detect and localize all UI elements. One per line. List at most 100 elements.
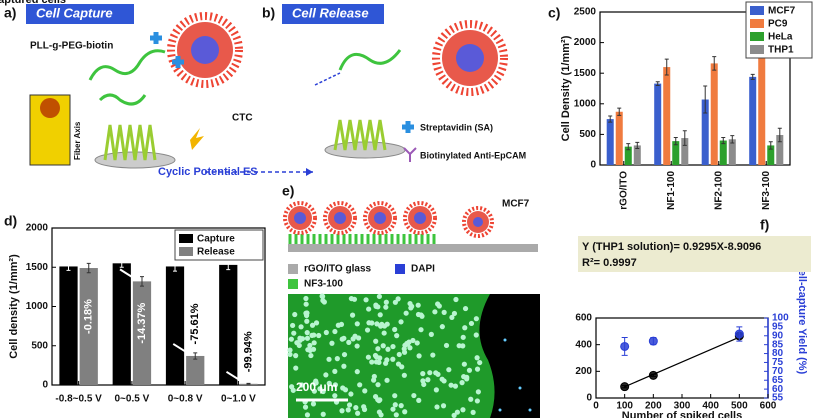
cell-dot — [304, 330, 310, 336]
panel-letter: a) — [4, 5, 16, 21]
y2-tick-label: 55 — [772, 393, 784, 404]
cell-dot — [297, 335, 303, 341]
cell-dot — [451, 310, 458, 317]
error-bar — [626, 143, 631, 151]
bar — [59, 266, 78, 385]
legend-label: PC9 — [768, 19, 788, 30]
polymer — [338, 49, 402, 71]
banner — [26, 4, 134, 24]
error-bar — [768, 141, 773, 150]
cell-dot — [374, 321, 380, 327]
cell-dot — [410, 337, 416, 344]
cell-dot — [473, 316, 479, 322]
cell-dot — [313, 378, 319, 384]
cell-dot — [311, 388, 317, 394]
cell-dot — [425, 377, 431, 383]
cell-dot — [443, 342, 450, 349]
error-bar — [119, 258, 124, 268]
error-bar — [173, 261, 178, 272]
cell-dot — [291, 330, 297, 336]
cell-dot — [304, 412, 311, 418]
plot-frame — [599, 11, 791, 166]
y2-tick-label: 85 — [772, 339, 784, 350]
nucleus — [473, 217, 483, 227]
cell-dot — [366, 306, 372, 312]
cell-dot — [303, 310, 309, 316]
bar — [672, 141, 680, 165]
cell-dot — [378, 323, 384, 329]
cell — [323, 201, 357, 235]
y2-tick-label: 60 — [772, 384, 784, 395]
bar — [681, 138, 689, 165]
cell-dot — [432, 309, 438, 315]
cell-dot — [309, 322, 316, 328]
cell-dot — [320, 411, 326, 417]
cell-dot — [319, 293, 326, 299]
legend-swatch — [750, 6, 764, 15]
cell-dot — [310, 401, 317, 407]
y2-tick-label: 75 — [772, 357, 784, 368]
error-bar — [703, 85, 708, 114]
y2-tick-label: 80 — [772, 348, 784, 359]
cell-dot — [348, 391, 354, 397]
error-bar — [608, 115, 613, 123]
cell-dot — [371, 377, 377, 383]
error-bar — [86, 262, 91, 274]
y2-tick-label: 65 — [772, 375, 784, 386]
point — [648, 370, 658, 380]
cell-dot — [403, 310, 409, 316]
panel-e: e) MCF7 rGO/ITO glass DAPI NF3-100 200 μ… — [282, 183, 540, 418]
cell-dot — [302, 404, 309, 410]
cell-dot — [415, 302, 421, 308]
cell-dot — [326, 356, 332, 362]
cell-dot — [351, 296, 358, 302]
cell — [403, 201, 437, 235]
cell-dot — [323, 329, 329, 336]
error-bar — [673, 136, 678, 146]
y-axis-label: Number of captured cells — [0, 0, 66, 6]
cell-dot — [398, 319, 404, 325]
y-tick-label: 1000 — [574, 98, 597, 109]
point — [620, 382, 630, 392]
cell-dot — [361, 404, 367, 410]
y-tick-label: 600 — [575, 313, 592, 324]
fit-line — [624, 336, 740, 388]
cell-dot — [460, 407, 466, 413]
panel-title: Cell Capture — [36, 5, 113, 20]
cell-dot — [466, 367, 473, 373]
cell-dot — [401, 372, 407, 378]
bar — [663, 67, 671, 165]
cell — [283, 201, 317, 235]
cell — [363, 201, 397, 235]
y-tick-label: 0 — [42, 380, 48, 391]
legend-label: MCF7 — [768, 6, 796, 17]
cell-dot — [311, 340, 317, 346]
cell-dot — [390, 356, 396, 362]
cell-dot — [454, 409, 460, 415]
cell-dot — [407, 300, 413, 307]
error-bar — [777, 127, 782, 143]
legend-label: THP1 — [768, 45, 794, 56]
cell-dot — [498, 408, 502, 412]
polymer — [98, 93, 147, 106]
cell-dot — [434, 404, 440, 410]
bar — [701, 99, 709, 165]
x-axis-label: Number of spiked cells — [622, 410, 742, 418]
cell-dot — [373, 338, 379, 344]
cell-dot — [326, 380, 332, 386]
cell-dot — [518, 386, 522, 390]
cell-dot — [427, 370, 433, 376]
bar — [624, 146, 632, 165]
y-axis-label: Cell Density (1/mm²) — [560, 35, 572, 141]
annotation: -0.18% — [83, 299, 95, 334]
cell-dot — [460, 334, 466, 340]
cell-dot — [420, 378, 426, 384]
cell-dot — [459, 380, 465, 386]
error-bar — [730, 135, 735, 144]
cell-dot — [399, 364, 405, 370]
y-tick-label: 2000 — [574, 37, 597, 48]
cell-dot — [398, 403, 404, 409]
cell-dot — [362, 388, 368, 394]
cell-dot — [462, 325, 468, 331]
